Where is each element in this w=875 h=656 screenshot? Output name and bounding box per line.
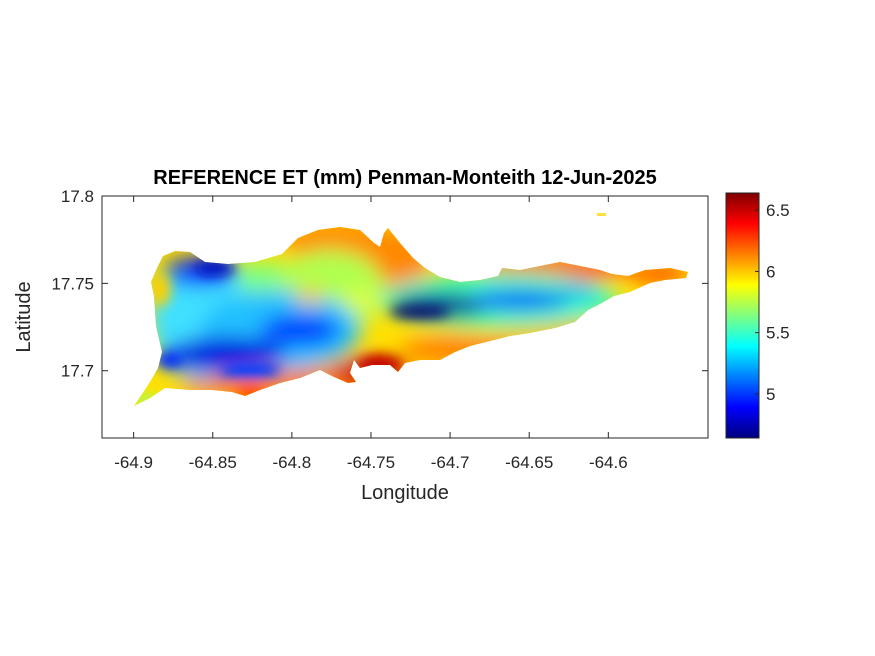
chart-title: REFERENCE ET (mm) Penman-Monteith 12-Jun… — [153, 167, 656, 189]
y-tick-label: 17.75 — [51, 274, 94, 293]
colorbar-gradient — [725, 192, 760, 439]
x-tick-label: -64.8 — [272, 453, 311, 472]
colorbar: 5 5.5 6 6.5 — [725, 192, 790, 439]
colorbar-tick-label: 5 — [766, 385, 775, 404]
y-tick-label: 17.8 — [61, 187, 94, 206]
x-axis-ticks: -64.9 -64.85 -64.8 -64.75 -64.7 -64.65 -64.6 — [114, 196, 628, 472]
y-axis-ticks: 17.7 17.75 17.8 — [51, 187, 708, 381]
colorbar-tick-label: 6.5 — [766, 201, 790, 220]
islet — [597, 213, 606, 216]
y-tick-label: 17.7 — [61, 362, 94, 381]
x-tick-label: -64.65 — [505, 453, 553, 472]
colorbar-ticks: 5 5.5 6 6.5 — [755, 201, 790, 404]
x-tick-label: -64.6 — [589, 453, 628, 472]
x-tick-label: -64.75 — [347, 453, 395, 472]
colorbar-tick-label: 6 — [766, 262, 775, 281]
x-tick-label: -64.9 — [114, 453, 153, 472]
x-tick-label: -64.7 — [431, 453, 470, 472]
y-axis-label: Latitude — [13, 281, 35, 352]
x-tick-label: -64.85 — [189, 453, 237, 472]
colorbar-tick-label: 5.5 — [766, 324, 790, 343]
x-axis-label: Longitude — [361, 482, 449, 504]
